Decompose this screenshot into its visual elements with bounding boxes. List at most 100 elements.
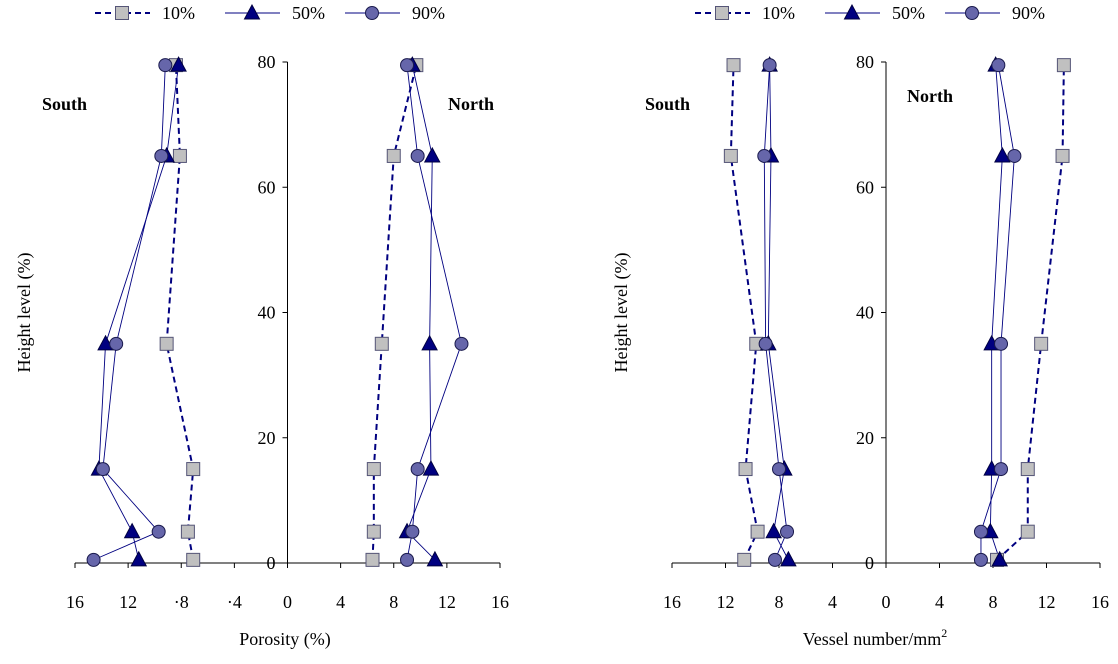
legend-label: 10%	[762, 3, 795, 23]
side-label-south: South	[42, 94, 87, 114]
side-label-north: North	[907, 86, 953, 106]
data-point	[186, 552, 201, 567]
legend-marker	[115, 6, 129, 20]
series-line	[406, 65, 436, 561]
series-line	[763, 65, 788, 561]
data-point	[374, 336, 389, 351]
series-markers	[398, 56, 444, 567]
y-axis-label: Height level (%)	[611, 253, 632, 373]
series-line	[406, 65, 462, 560]
x-tick-label: 12	[717, 592, 735, 612]
y-tick-label: 0	[267, 553, 276, 573]
x-tick-label: 12	[119, 592, 137, 612]
data-point	[1056, 58, 1071, 73]
series-markers	[159, 58, 201, 567]
series-line	[165, 65, 195, 561]
data-point	[186, 462, 201, 477]
data-point	[386, 148, 401, 163]
x-tick-label: 4	[828, 592, 837, 612]
x-tick-label: 4	[336, 592, 345, 612]
data-point	[762, 58, 777, 73]
y-tick-label: 80	[856, 52, 874, 72]
series-markers	[990, 58, 1071, 567]
series-line	[989, 65, 1003, 561]
x-tick-label: 0	[283, 592, 292, 612]
data-point	[726, 58, 741, 73]
data-point	[172, 148, 187, 163]
data-point	[158, 58, 173, 73]
legend-marker	[365, 6, 379, 20]
x-tick-label: ·8	[174, 592, 189, 612]
data-point	[1055, 148, 1070, 163]
x-tick-label: 16	[491, 592, 509, 612]
data-point	[109, 336, 124, 351]
series-markers	[400, 58, 469, 567]
data-point	[991, 550, 1009, 567]
data-point	[738, 462, 753, 477]
data-point	[159, 336, 174, 351]
legend-marker	[243, 3, 261, 20]
data-point	[973, 552, 988, 567]
y-tick-label: 20	[856, 428, 874, 448]
legend-label: 50%	[892, 3, 925, 23]
data-point	[780, 550, 797, 567]
series-markers	[86, 58, 173, 567]
data-point	[780, 524, 795, 539]
data-point	[994, 146, 1011, 163]
side-label-north: North	[448, 94, 494, 114]
x-tick-label: 0	[882, 592, 891, 612]
y-tick-label: 40	[258, 303, 276, 323]
legend-label: 50%	[292, 3, 325, 23]
data-point	[772, 462, 786, 477]
data-point	[170, 56, 187, 72]
data-point	[758, 336, 773, 351]
y-tick-label: 60	[258, 177, 276, 197]
y-tick-label: 60	[856, 177, 874, 197]
x-axis-label-text: Porosity (%)	[239, 629, 331, 650]
x-tick-label: ·4	[227, 592, 242, 612]
x-tick-label: 8	[775, 592, 784, 612]
data-point	[737, 552, 752, 567]
data-point	[757, 148, 772, 163]
data-point	[405, 524, 420, 539]
data-point	[123, 522, 141, 539]
y-tick-label: 80	[258, 52, 276, 72]
series-line	[729, 65, 759, 561]
data-point	[1007, 148, 1022, 163]
data-point	[422, 460, 440, 476]
x-axis-label-superscript: 2	[941, 626, 947, 640]
x-axis-label: Vessel number/mm2	[803, 626, 947, 649]
data-point	[154, 148, 169, 163]
data-point	[765, 522, 782, 539]
data-point	[366, 462, 381, 477]
x-tick-label: 16	[663, 592, 681, 612]
series-markers	[90, 56, 187, 567]
data-point	[365, 552, 380, 567]
data-point	[410, 148, 425, 163]
data-point	[1034, 336, 1049, 351]
data-point	[994, 462, 1009, 477]
data-point	[130, 550, 148, 567]
legend-marker	[843, 3, 861, 20]
x-axis-label: Porosity (%)	[239, 629, 331, 650]
data-point	[400, 58, 415, 73]
series-line	[980, 65, 1015, 560]
data-point	[426, 550, 444, 567]
data-point	[767, 552, 782, 567]
y-tick-label: 20	[258, 428, 276, 448]
legend-label: 90%	[412, 3, 445, 23]
data-point	[723, 148, 738, 163]
data-point	[151, 524, 166, 539]
series-markers	[757, 58, 795, 567]
data-point	[1020, 524, 1035, 539]
legend-label: 10%	[162, 3, 195, 23]
x-tick-label: 8	[989, 592, 998, 612]
legend	[95, 3, 400, 20]
y-tick-label: 0	[865, 553, 874, 573]
data-point	[423, 146, 441, 163]
legend-marker	[965, 6, 979, 20]
x-tick-label: 16	[66, 592, 84, 612]
y-tick-label: 40	[856, 303, 874, 323]
data-point	[994, 336, 1009, 351]
